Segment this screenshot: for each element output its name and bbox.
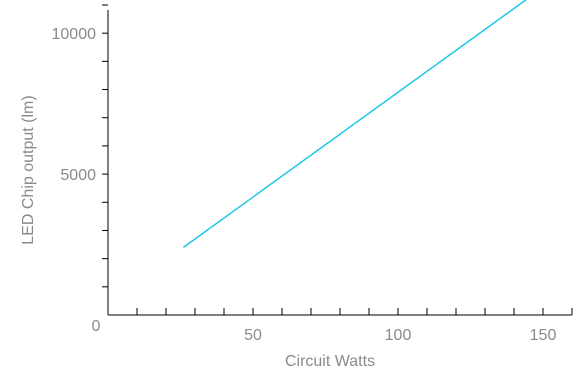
y-tick-label: 5000 [60, 167, 96, 184]
ticks [102, 4, 573, 315]
series-line [182, 0, 527, 248]
x-tick-label: 100 [385, 327, 412, 344]
axes [107, 10, 572, 316]
origin-tick-label: 0 [92, 318, 101, 335]
x-tick-label: 50 [244, 327, 262, 344]
x-axis-title: Circuit Watts [285, 353, 375, 370]
tick-labels: 50 100 150 5000 10000 0 [52, 26, 557, 344]
y-axis-title: LED Chip output (lm) [20, 95, 37, 244]
x-tick-label: 150 [530, 327, 557, 344]
y-tick-label: 10000 [52, 26, 97, 43]
series [182, 0, 527, 248]
